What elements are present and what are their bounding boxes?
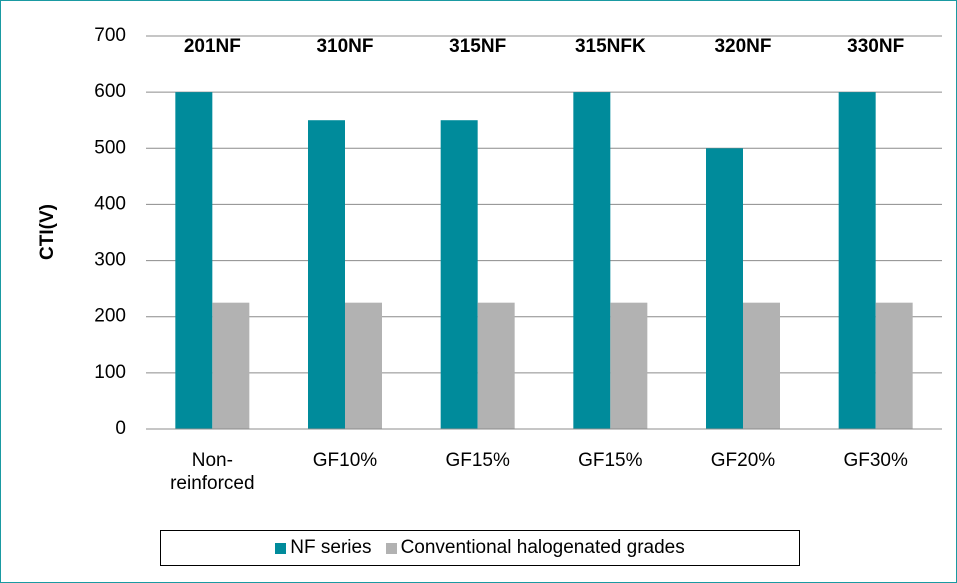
bar	[610, 302, 648, 429]
bar	[440, 120, 478, 429]
legend-label: Conventional halogenated grades	[400, 537, 685, 558]
bar	[838, 92, 876, 430]
legend-item: Conventional halogenated grades	[385, 537, 685, 559]
y-tick-label: 600	[94, 81, 126, 102]
legend-swatch	[275, 542, 287, 554]
y-axis-title: CTI(V)	[37, 204, 58, 260]
y-tick-label: 0	[115, 418, 126, 439]
legend-label: NF series	[290, 537, 372, 558]
annotation: 310NF	[316, 36, 373, 57]
annotation: 330NF	[847, 36, 904, 57]
annotation: 201NF	[184, 36, 241, 57]
y-tick-label: 300	[94, 250, 126, 271]
annotation: 320NF	[714, 36, 771, 57]
annotation: 315NF	[449, 36, 506, 57]
bar	[875, 302, 913, 429]
annotation: 315NFK	[575, 36, 646, 57]
legend-swatch	[385, 542, 397, 554]
bar	[477, 302, 515, 429]
x-tick-label: GF15%	[445, 450, 510, 471]
bar	[308, 120, 345, 429]
y-tick-label: 700	[94, 25, 126, 46]
bar	[175, 92, 213, 430]
x-tick-label: GF15%	[578, 450, 643, 471]
x-tick-label: GF30%	[843, 450, 908, 471]
x-tick-label: Non-reinforced	[170, 450, 255, 494]
x-tick-label: GF10%	[312, 450, 378, 471]
legend: NF series Conventional halogenated grades	[160, 530, 800, 566]
bar	[706, 148, 743, 430]
bar	[743, 302, 780, 429]
bar	[212, 302, 250, 429]
legend-item: NF series	[275, 537, 372, 559]
y-tick-label: 200	[94, 306, 126, 327]
y-tick-label: 500	[94, 137, 126, 158]
y-tick-label: 100	[94, 362, 126, 383]
x-tick-label: GF20%	[710, 450, 776, 471]
bar	[573, 92, 611, 430]
y-tick-label: 400	[94, 193, 126, 214]
bar	[345, 302, 382, 429]
